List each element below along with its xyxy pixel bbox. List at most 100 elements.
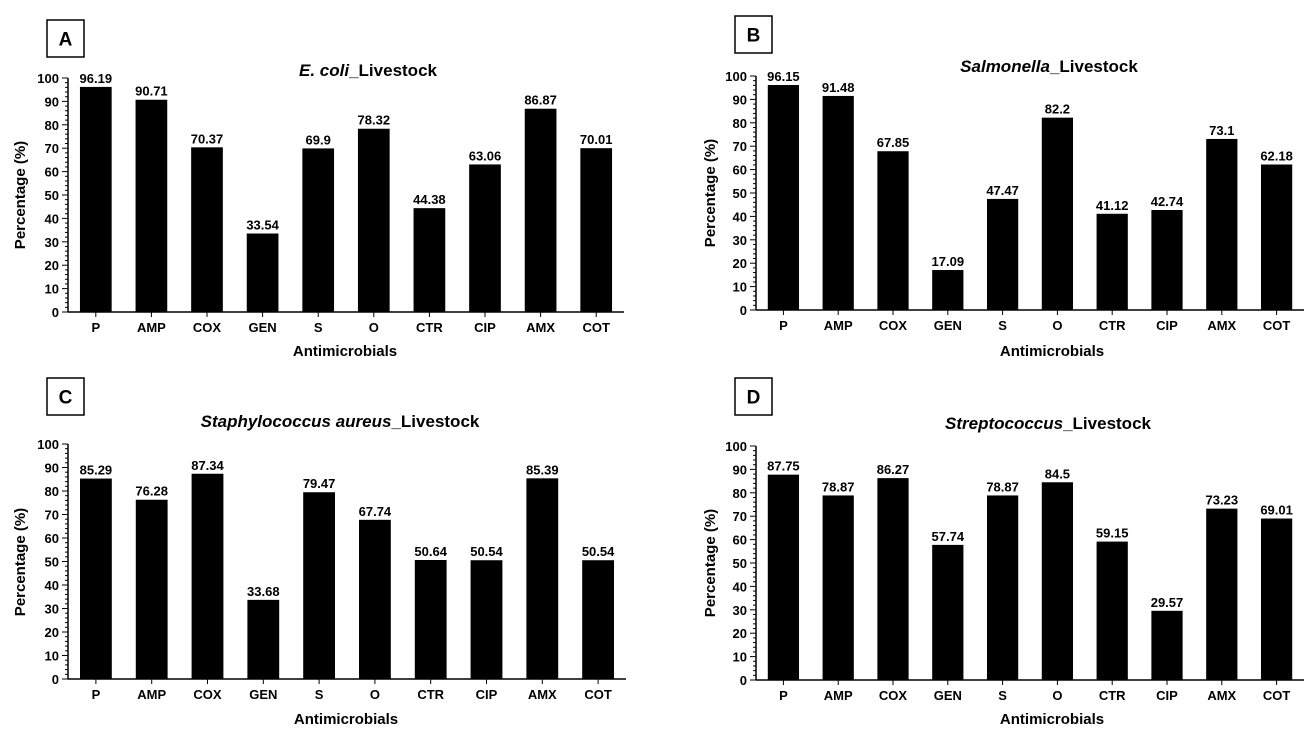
bar: [135, 499, 168, 679]
x-axis-title: Antimicrobials: [293, 343, 397, 360]
bar: [1041, 482, 1074, 680]
data-label: 78.87: [822, 479, 855, 494]
data-label: 63.06: [469, 148, 502, 163]
y-tick-label: 90: [733, 462, 747, 477]
panel-letter: D: [747, 388, 761, 409]
data-label: 42.74: [1151, 194, 1184, 209]
chart-title-organism: E. coli: [299, 61, 350, 80]
y-tick-label: 0: [52, 672, 59, 687]
x-tick-label: O: [369, 320, 379, 335]
x-tick-label: AMX: [1207, 318, 1236, 333]
chart-title: E. coli_Livestock: [299, 61, 438, 80]
y-tick-label: 80: [733, 486, 747, 501]
bar: [413, 208, 446, 312]
y-tick-label: 20: [45, 625, 59, 640]
y-tick-label: 50: [45, 188, 59, 203]
x-axis-title: Antimicrobials: [1000, 711, 1104, 728]
x-tick-label: CTR: [1099, 318, 1126, 333]
x-tick-label: O: [1052, 318, 1062, 333]
chart-title-organism: Streptococcus: [945, 414, 1063, 433]
bar: [79, 86, 112, 312]
chart-title-suffix: _Livestock: [1049, 57, 1138, 76]
data-label: 69.9: [306, 132, 331, 147]
data-label: 17.09: [932, 254, 965, 269]
data-label: 78.32: [358, 113, 391, 128]
data-label: 70.01: [580, 132, 613, 147]
panel-letter: C: [59, 388, 73, 409]
x-tick-label: P: [92, 687, 101, 702]
x-tick-label: AMP: [137, 320, 166, 335]
y-tick-label: 0: [740, 303, 747, 318]
bar: [822, 495, 854, 680]
data-label: 79.47: [303, 476, 336, 491]
bar: [247, 599, 280, 679]
y-tick-label: 10: [45, 282, 59, 297]
y-tick-label: 30: [45, 235, 59, 250]
y-tick-label: 80: [733, 116, 747, 131]
data-label: 76.28: [135, 484, 168, 499]
bar: [1096, 541, 1128, 680]
data-label: 33.68: [247, 584, 280, 599]
data-label: 50.54: [470, 544, 503, 559]
y-tick-label: 40: [733, 209, 747, 224]
y-tick-label: 100: [37, 71, 59, 86]
y-tick-label: 60: [733, 163, 747, 178]
data-label: 82.2: [1045, 102, 1070, 117]
y-tick-label: 80: [45, 118, 59, 133]
x-tick-label: CIP: [1156, 688, 1178, 703]
panel-c: C Staphylococcus aureus_Livestock 0 10 20 30 4…: [12, 377, 626, 728]
y-tick-label: 100: [725, 69, 747, 84]
panel-letter-box: [46, 377, 85, 416]
data-label: 67.74: [359, 504, 392, 519]
y-tick-label: 70: [733, 139, 747, 154]
bar: [191, 473, 224, 679]
data-label: 50.54: [582, 544, 615, 559]
y-tick-label: 30: [45, 602, 59, 617]
bar: [246, 233, 279, 312]
y-tick-label: 20: [733, 626, 747, 641]
data-label: 62.18: [1260, 148, 1293, 163]
data-label: 73.1: [1209, 123, 1234, 138]
x-tick-label: P: [91, 320, 100, 335]
x-tick-label: COT: [582, 320, 610, 335]
bar: [767, 474, 800, 680]
x-tick-label: AMX: [526, 320, 555, 335]
x-tick-label: O: [370, 687, 380, 702]
x-tick-label: CTR: [417, 687, 444, 702]
chart-title-suffix: _Livestock: [390, 412, 479, 431]
bar: [580, 148, 613, 312]
panel-d: D Streptococcus_Livestock 0 10 20 30 40 50 60 70 8…: [702, 377, 1304, 728]
x-tick-label: CIP: [1156, 318, 1178, 333]
bar: [822, 95, 854, 310]
chart-title: Salmonella_Livestock: [960, 57, 1138, 76]
x-tick-label: O: [1052, 688, 1062, 703]
x-tick-label: GEN: [249, 687, 277, 702]
data-label: 41.12: [1096, 198, 1129, 213]
y-tick-label: 100: [37, 437, 59, 452]
data-label: 50.64: [414, 544, 447, 559]
data-label: 91.48: [822, 80, 855, 95]
bar: [877, 478, 909, 680]
x-tick-label: COT: [1263, 688, 1291, 703]
x-tick-label: P: [779, 318, 788, 333]
data-label: 84.5: [1045, 466, 1070, 481]
bar: [469, 164, 501, 312]
y-axis-title: Percentage (%): [12, 508, 29, 616]
data-label: 87.75: [767, 459, 800, 474]
x-tick-label: AMX: [1207, 688, 1236, 703]
data-label: 59.15: [1096, 526, 1129, 541]
x-tick-label: COX: [193, 687, 222, 702]
chart-title-organism: Staphylococcus aureus: [201, 412, 392, 431]
bar: [302, 148, 335, 312]
x-tick-label: COT: [1263, 318, 1291, 333]
x-tick-label: CTR: [1099, 688, 1126, 703]
y-tick-label: 90: [45, 461, 59, 476]
chart-title: Streptococcus_Livestock: [945, 414, 1152, 433]
x-tick-label: GEN: [934, 688, 962, 703]
data-label: 67.85: [877, 135, 910, 150]
data-label: 86.27: [877, 462, 910, 477]
y-tick-label: 20: [733, 256, 747, 271]
data-label: 96.15: [767, 69, 800, 84]
